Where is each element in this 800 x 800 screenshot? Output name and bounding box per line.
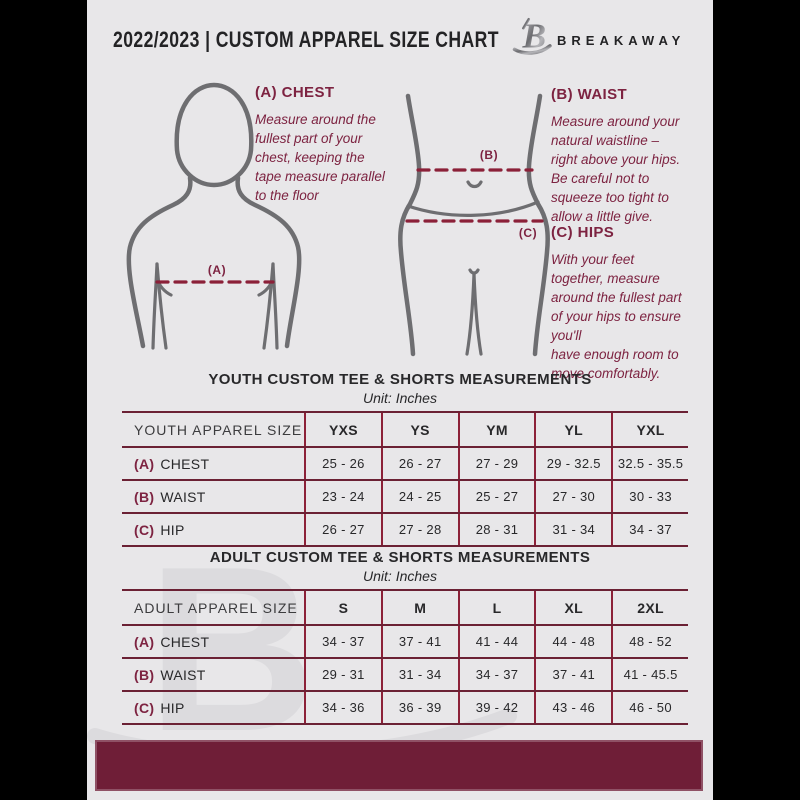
hips-heading: (C) HIPS: [551, 224, 615, 241]
hips-measure-label: (C): [518, 226, 538, 240]
adult-table-title: ADULT CUSTOM TEE & SHORTS MEASUREMENTS: [209, 549, 591, 566]
chest-body-text: Measure around the fullest part of your …: [255, 112, 385, 203]
cell-value: 44 - 48: [534, 626, 611, 657]
row-label: (B) WAIST: [122, 481, 304, 512]
youth-table-title: YOUTH CUSTOM TEE & SHORTS MEASUREMENTS: [208, 371, 592, 388]
row-label: (A) CHEST: [122, 626, 304, 657]
cell-value: 39 - 42: [457, 692, 535, 723]
waist-measure-label: (B): [479, 148, 499, 162]
waist-heading: (B) WAIST: [551, 86, 628, 103]
cell-value: 27 - 29: [457, 448, 535, 479]
row-name: CHEST: [160, 455, 210, 472]
size-header-2xl: 2XL: [611, 591, 688, 624]
cell-value: 48 - 52: [611, 626, 688, 657]
cell-value: 26 - 27: [304, 514, 381, 545]
chest-figure-illustration: [126, 82, 302, 350]
youth-waist-row: (B) WAIST 23 - 24 24 - 25 25 - 27 27 - 30…: [122, 479, 688, 512]
size-header-s: S: [304, 591, 381, 624]
size-header-yxl: YXL: [611, 413, 688, 446]
row-key: (C): [134, 521, 155, 538]
youth-size-table: YOUTH APPAREL SIZE YXS YS YM YL YXL (A) C…: [122, 411, 688, 547]
row-label: (C) HIP: [122, 692, 304, 723]
youth-apparel-size-header: YOUTH APPAREL SIZE: [134, 421, 303, 438]
cell-value: 43 - 46: [534, 692, 611, 723]
page-title: 2022/2023 | CUSTOM APPAREL SIZE CHART: [113, 27, 499, 52]
adult-size-table: ADULT APPAREL SIZE S M L XL 2XL (A) CHEST…: [122, 589, 688, 725]
footer-accent-bar: [95, 740, 703, 791]
size-header-ym: YM: [457, 413, 535, 446]
size-header-yxs: YXS: [304, 413, 381, 446]
row-name: WAIST: [160, 666, 206, 683]
hips-instructions: (C) HIPS With your feet together, measur…: [551, 224, 713, 383]
cell-value: 41 - 45.5: [611, 659, 688, 690]
row-name: HIP: [160, 521, 185, 538]
row-label: (B) WAIST: [122, 659, 304, 690]
row-key: (B): [134, 666, 155, 683]
cell-value: 41 - 44: [457, 626, 535, 657]
adult-hip-row: (C) HIP 34 - 36 36 - 39 39 - 42 43 - 46 4…: [122, 690, 688, 723]
cell-value: 27 - 30: [534, 481, 611, 512]
breakaway-b-logo-icon: B: [512, 16, 552, 56]
row-name: HIP: [160, 699, 185, 716]
cell-value: 31 - 34: [380, 659, 458, 690]
adult-table-unit: Unit: Inches: [363, 568, 437, 584]
youth-table-unit: Unit: Inches: [363, 390, 437, 406]
cell-value: 28 - 31: [457, 514, 535, 545]
waist-body-text: Measure around your natural waistline – …: [551, 114, 681, 224]
adult-waist-row: (B) WAIST 29 - 31 31 - 34 34 - 37 37 - 41…: [122, 657, 688, 690]
size-header-l: L: [457, 591, 535, 624]
waist-hips-figure-illustration: [398, 93, 550, 357]
cell-value: 25 - 26: [304, 448, 381, 479]
youth-hip-row: (C) HIP 26 - 27 27 - 28 28 - 31 31 - 34 3…: [122, 512, 688, 545]
size-chart-page: B 2022/2023 | CUSTOM APPAREL SIZE CHART …: [87, 0, 713, 800]
size-header-ys: YS: [380, 413, 458, 446]
brand-name: BREAKAWAY: [557, 33, 686, 48]
chest-instructions: (A) CHEST Measure around the fullest par…: [255, 84, 427, 205]
row-key: (A): [134, 455, 155, 472]
cell-value: 34 - 37: [611, 514, 688, 545]
cell-value: 30 - 33: [611, 481, 688, 512]
cell-value: 26 - 27: [380, 448, 458, 479]
row-name: CHEST: [160, 633, 210, 650]
row-label: (C) HIP: [122, 514, 304, 545]
cell-value: 37 - 41: [534, 659, 611, 690]
adult-table-header-row: ADULT APPAREL SIZE S M L XL 2XL: [122, 589, 688, 624]
adult-apparel-size-header: ADULT APPAREL SIZE: [134, 599, 298, 616]
youth-chest-row: (A) CHEST 25 - 26 26 - 27 27 - 29 29 - 32…: [122, 446, 688, 479]
size-header-m: M: [380, 591, 458, 624]
cell-value: 31 - 34: [534, 514, 611, 545]
cell-value: 25 - 27: [457, 481, 535, 512]
cell-value: 34 - 36: [304, 692, 381, 723]
row-name: WAIST: [160, 488, 206, 505]
row-key: (C): [134, 699, 155, 716]
cell-value: 29 - 31: [304, 659, 381, 690]
cell-value: 27 - 28: [380, 514, 458, 545]
row-key: (B): [134, 488, 155, 505]
hips-body-text: With your feet together, measure around …: [551, 252, 682, 381]
cell-value: 23 - 24: [304, 481, 381, 512]
row-key: (A): [134, 633, 155, 650]
cell-value: 32.5 - 35.5: [611, 448, 688, 479]
cell-value: 37 - 41: [380, 626, 458, 657]
cell-value: 34 - 37: [304, 626, 381, 657]
cell-value: 29 - 32.5: [534, 448, 611, 479]
size-header-xl: XL: [534, 591, 611, 624]
cell-value: 24 - 25: [380, 481, 458, 512]
youth-table-header-row: YOUTH APPAREL SIZE YXS YS YM YL YXL: [122, 411, 688, 446]
cell-value: 46 - 50: [611, 692, 688, 723]
chest-heading: (A) CHEST: [255, 84, 335, 101]
chest-measure-label: (A): [207, 263, 227, 277]
size-header-yl: YL: [534, 413, 611, 446]
row-label: (A) CHEST: [122, 448, 304, 479]
cell-value: 34 - 37: [457, 659, 535, 690]
adult-chest-row: (A) CHEST 34 - 37 37 - 41 41 - 44 44 - 48…: [122, 624, 688, 657]
waist-instructions: (B) WAIST Measure around your natural wa…: [551, 86, 713, 226]
cell-value: 36 - 39: [380, 692, 458, 723]
